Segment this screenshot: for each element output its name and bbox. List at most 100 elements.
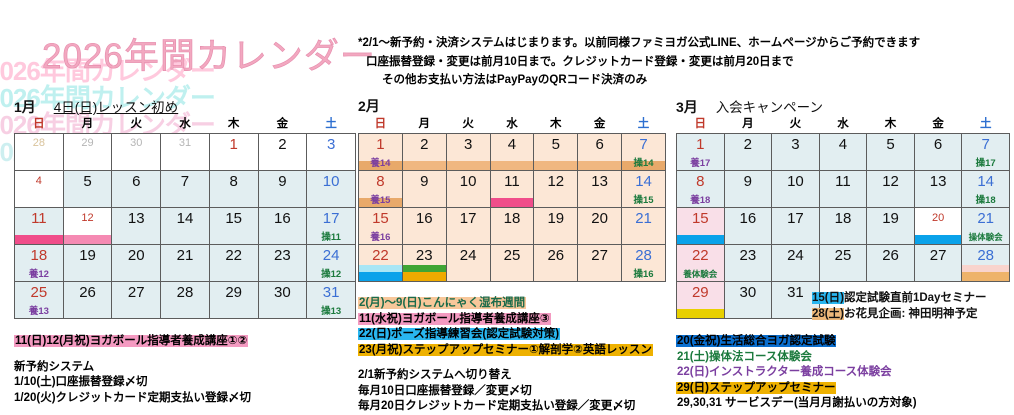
cell-inner: 30 — [259, 282, 307, 318]
calendar-cell[interactable]: 16 — [401, 207, 447, 245]
calendar-cell[interactable]: 8 養18 — [676, 170, 725, 208]
calendar-cell[interactable]: 9 — [401, 170, 447, 208]
calendar-cell[interactable]: 22 養体験会 — [676, 244, 725, 282]
calendar-cell[interactable]: 16 — [257, 207, 308, 245]
calendar-cell[interactable]: 26 — [533, 244, 579, 282]
calendar-cell[interactable]: 10 — [306, 170, 356, 208]
calendar-cell[interactable]: 10 — [771, 170, 820, 208]
calendar-cell[interactable]: 13 — [111, 207, 162, 245]
calendar-cell[interactable]: 6 — [111, 170, 162, 208]
calendar-cell[interactable]: 9 — [723, 170, 773, 208]
calendar-cell[interactable]: 2 — [401, 133, 447, 171]
calendar-cell[interactable]: 24 操12 — [306, 244, 356, 282]
calendar-cell[interactable]: 28 操16 — [621, 244, 666, 282]
calendar-cell[interactable]: 7 操17 — [961, 133, 1010, 171]
calendar-cell[interactable]: 10 — [445, 170, 491, 208]
calendar-cell[interactable]: 1 — [208, 133, 259, 171]
calendar-cell[interactable]: 27 — [577, 244, 623, 282]
calendar-cell[interactable]: 16 — [723, 207, 773, 245]
calendar-cell[interactable]: 7 — [160, 170, 210, 208]
calendar-cell[interactable]: 26 — [866, 244, 915, 282]
calendar-cell[interactable]: 22 — [358, 244, 403, 282]
calendar-cell[interactable]: 18 — [818, 207, 868, 245]
calendar-cell[interactable]: 30 — [723, 281, 773, 319]
calendar-cell[interactable]: 14 操18 — [961, 170, 1010, 208]
calendar-cell[interactable]: 4 — [14, 170, 64, 208]
calendar-cell[interactable]: 23 — [257, 244, 308, 282]
calendar-cell[interactable]: 19 — [866, 207, 915, 245]
calendar-cell[interactable]: 21 操体験会 — [961, 207, 1010, 245]
calendar-cell[interactable]: 11 — [818, 170, 868, 208]
calendar-cell[interactable]: 29 — [208, 281, 259, 319]
calendar-cell[interactable]: 20 — [913, 207, 963, 245]
calendar-cell[interactable]: 19 — [533, 207, 579, 245]
day-number: 2 — [420, 136, 429, 153]
calendar-cell[interactable]: 18 養12 — [14, 244, 64, 282]
calendar-cell[interactable]: 1 養17 — [676, 133, 725, 171]
calendar-cell[interactable]: 28 — [961, 244, 1010, 282]
calendar-cell[interactable]: 23 — [723, 244, 773, 282]
calendar-cell[interactable]: 6 — [577, 133, 623, 171]
calendar-cell[interactable]: 13 — [577, 170, 623, 208]
calendar-cell[interactable]: 22 — [208, 244, 259, 282]
calendar-cell[interactable]: 1 養14 — [358, 133, 403, 171]
calendar-cell[interactable]: 5 — [62, 170, 113, 208]
calendar-cell[interactable]: 2 — [723, 133, 773, 171]
cell-inner: 18 養12 — [15, 245, 63, 281]
calendar-cell[interactable]: 24 — [771, 244, 820, 282]
calendar-cell[interactable]: 29 — [62, 133, 113, 171]
calendar-cell[interactable]: 21 — [621, 207, 666, 245]
calendar-cell[interactable]: 3 — [306, 133, 356, 171]
calendar-cell[interactable]: 21 — [160, 244, 210, 282]
calendar-week-row: 15 16 17 18 19 20 21 操体験会 — [676, 207, 1010, 245]
calendar-cell[interactable]: 20 — [577, 207, 623, 245]
calendar-cell[interactable]: 27 — [111, 281, 162, 319]
calendar-cell[interactable]: 3 — [771, 133, 820, 171]
calendar-cell[interactable]: 8 養15 — [358, 170, 403, 208]
calendar-cell[interactable]: 31 操13 — [306, 281, 356, 319]
calendar-cell[interactable]: 3 — [445, 133, 491, 171]
calendar-cell[interactable]: 11 — [14, 207, 64, 245]
calendar-cell[interactable]: 14 — [160, 207, 210, 245]
calendar-cell[interactable]: 28 — [160, 281, 210, 319]
calendar-cell[interactable]: 11 — [489, 170, 535, 208]
calendar-cell[interactable]: 18 — [489, 207, 535, 245]
calendar-cell[interactable]: 30 — [111, 133, 162, 171]
calendar-cell[interactable]: 14 操15 — [621, 170, 666, 208]
calendar-cell[interactable]: 31 — [160, 133, 210, 171]
calendar-cell[interactable]: 2 — [257, 133, 308, 171]
calendar-cell[interactable]: 12 — [533, 170, 579, 208]
cell-event-tag: 操16 — [633, 269, 654, 280]
calendar-cell[interactable]: 6 — [913, 133, 963, 171]
calendar-cell[interactable]: 30 — [257, 281, 308, 319]
calendar-cell[interactable]: 31 — [771, 281, 820, 319]
calendar-cell[interactable]: 17 — [445, 207, 491, 245]
calendar-cell[interactable]: 4 — [818, 133, 868, 171]
calendar-cell[interactable]: 24 — [445, 244, 491, 282]
calendar-cell[interactable]: 15 養16 — [358, 207, 403, 245]
calendar-cell[interactable]: 13 — [913, 170, 963, 208]
calendar-cell[interactable]: 28 — [14, 133, 64, 171]
calendar-cell[interactable]: 5 — [533, 133, 579, 171]
calendar-cell[interactable]: 25 — [489, 244, 535, 282]
calendar-cell[interactable]: 29 — [676, 281, 725, 319]
calendar-cell[interactable]: 26 — [62, 281, 113, 319]
calendar-cell[interactable]: 7 操14 — [621, 133, 666, 171]
calendar-cell[interactable]: 17 — [771, 207, 820, 245]
calendar-cell[interactable]: 8 — [208, 170, 259, 208]
calendar-cell[interactable]: 17 操11 — [306, 207, 356, 245]
calendar-cell[interactable]: 9 — [257, 170, 308, 208]
calendar-cell[interactable]: 25 — [818, 244, 868, 282]
calendar-cell[interactable]: 25 養13 — [14, 281, 64, 319]
weekday-header-土: 土 — [637, 118, 650, 130]
calendar-cell[interactable]: 19 — [62, 244, 113, 282]
calendar-cell[interactable]: 15 — [208, 207, 259, 245]
calendar-cell[interactable]: 5 — [866, 133, 915, 171]
calendar-cell[interactable]: 15 — [676, 207, 725, 245]
calendar-cell[interactable]: 12 — [62, 207, 113, 245]
calendar-cell[interactable]: 12 — [866, 170, 915, 208]
calendar-cell[interactable]: 23 — [401, 244, 447, 282]
calendar-cell[interactable]: 4 — [489, 133, 535, 171]
calendar-cell[interactable]: 27 — [913, 244, 963, 282]
calendar-cell[interactable]: 20 — [111, 244, 162, 282]
